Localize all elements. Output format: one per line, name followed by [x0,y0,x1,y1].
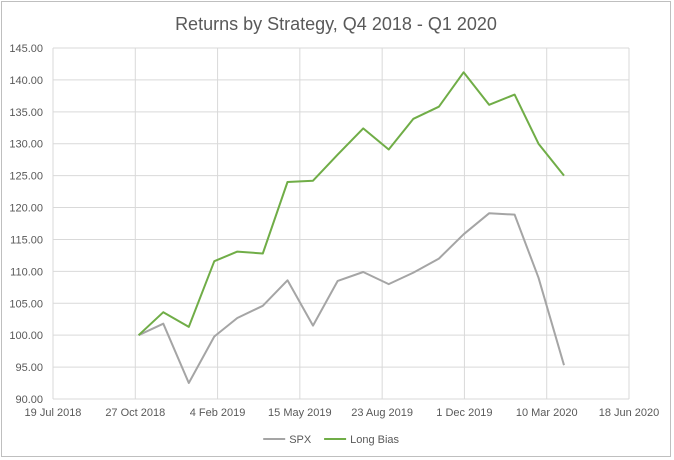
x-tick-label: 27 Oct 2018 [105,407,165,419]
x-tick-label: 18 Jun 2020 [599,407,660,419]
x-tick-label: 4 Feb 2019 [190,407,246,419]
y-tick-label: 130.00 [9,139,43,151]
y-tick-label: 100.00 [9,330,43,342]
x-tick-label: 19 Jul 2018 [25,407,82,419]
x-axis-ticks: 19 Jul 2018 27 Oct 2018 4 Feb 2019 15 May 2… [25,407,660,419]
y-tick-label: 110.00 [10,266,43,278]
y-tick-label: 120.00 [9,203,43,215]
legend-label: SPX [289,434,312,446]
legend-label: Long Bias [350,434,399,446]
y-tick-label: 125.00 [9,171,43,183]
gridlines [52,47,630,400]
y-axis-ticks: 90.00 95.00 100.00 105.00 110.00 115.00 120.00… [9,43,43,406]
series-line-spx [138,212,565,384]
y-tick-label: 135.00 [9,107,43,119]
y-tick-label: 115.00 [10,234,43,246]
x-tick-label: 1 Dec 2019 [436,407,492,419]
series-line-long-bias [137,71,565,336]
y-tick-label: 95.00 [15,362,43,374]
x-tick-label: 15 May 2019 [268,407,332,419]
legend: SPX Long Bias [263,434,400,446]
y-tick-label: 145.00 [9,43,43,55]
chart-title: Returns by Strategy, Q4 2018 - Q1 2020 [175,14,497,34]
series-lines [137,71,565,384]
y-tick-label: 90.00 [15,394,43,406]
y-tick-label: 140.00 [9,75,43,87]
x-tick-label: 10 Mar 2020 [516,407,578,419]
x-tick-label: 23 Aug 2019 [351,407,413,419]
y-tick-label: 105.00 [9,298,43,310]
